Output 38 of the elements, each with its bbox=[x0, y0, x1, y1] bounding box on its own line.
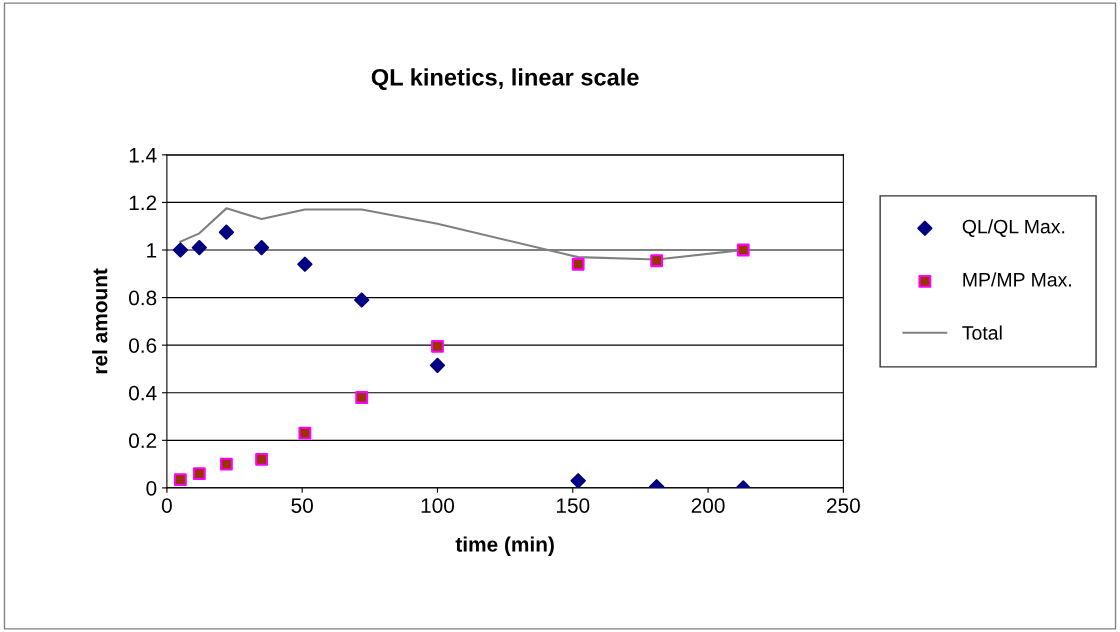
x-tick-label: 250 bbox=[827, 498, 860, 513]
y-axis-title: rel amount bbox=[92, 268, 108, 374]
legend-label: MP/MP Max. bbox=[963, 272, 1071, 287]
y-tick-label: 1.2 bbox=[129, 195, 157, 210]
y-tick-label: 1.4 bbox=[129, 148, 157, 163]
point bbox=[192, 467, 206, 481]
point bbox=[570, 473, 586, 488]
point bbox=[650, 254, 664, 268]
y-tick-label: 0 bbox=[146, 480, 157, 496]
point bbox=[172, 242, 189, 258]
point bbox=[736, 243, 750, 257]
x-tick-label: 100 bbox=[421, 498, 455, 513]
point bbox=[219, 457, 233, 471]
point bbox=[191, 239, 207, 256]
y-tick-label: 1 bbox=[147, 243, 157, 258]
chart-title: QL kinetics, linear scale bbox=[371, 68, 639, 91]
point bbox=[253, 239, 270, 256]
point bbox=[297, 256, 313, 272]
x-tick-label: 50 bbox=[291, 498, 313, 513]
x-axis-title: time (min) bbox=[455, 536, 554, 556]
point bbox=[255, 452, 269, 466]
point bbox=[218, 224, 235, 240]
y-tick-label: 0.2 bbox=[129, 433, 157, 449]
y-tick-label: 0.6 bbox=[129, 338, 157, 353]
point bbox=[354, 292, 370, 308]
x-tick-label: 0 bbox=[161, 498, 172, 513]
point bbox=[298, 426, 312, 440]
y-tick-label: 0.8 bbox=[129, 290, 157, 306]
x-tick-label: 150 bbox=[556, 498, 590, 513]
legend-label: Total bbox=[962, 325, 1002, 340]
legend-label: QL/QL Max. bbox=[962, 219, 1065, 237]
point bbox=[355, 391, 369, 404]
point bbox=[571, 257, 585, 271]
x-tick-label: 200 bbox=[691, 498, 725, 513]
point bbox=[173, 473, 187, 486]
point bbox=[431, 339, 444, 353]
y-tick-label: 0.4 bbox=[129, 385, 157, 401]
point bbox=[429, 357, 446, 374]
